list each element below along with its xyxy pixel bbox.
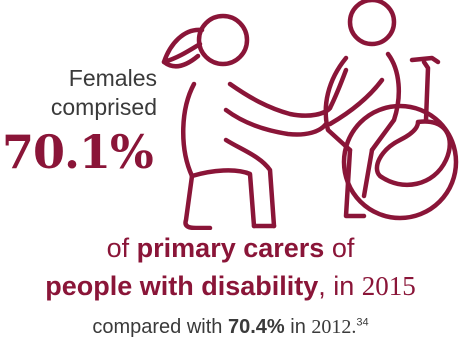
carer-kneeling-beside-wheelchair-user-icon [161, 0, 459, 230]
comparison-year: 2012. [311, 316, 357, 338]
headline-of: of [106, 233, 130, 263]
headline-of-2: of [331, 233, 355, 263]
comparison-value: 70.4% [227, 316, 285, 338]
headline-in: , in [318, 271, 355, 301]
comparison-line: compared with 70.4% in 2012.34 [0, 314, 461, 340]
footnote-marker: 34 [356, 316, 369, 329]
headline-line-1: of primary carers of [0, 232, 461, 264]
comparison-in: in [290, 316, 306, 338]
comparison-prefix: compared with [92, 316, 223, 338]
stat-lead-text: Females comprised [51, 64, 157, 122]
big-stat-value: 70.1% [2, 125, 154, 179]
stat-lead-line-1: Females [68, 65, 157, 91]
headline-people-with-disability: people with disability [45, 271, 319, 301]
headline-year: 2015 [361, 271, 416, 301]
stat-lead-line-2: comprised [50, 94, 157, 120]
headline-primary-carers: primary carers [136, 233, 325, 263]
headline-line-2: people with disability, in 2015 [0, 270, 461, 302]
